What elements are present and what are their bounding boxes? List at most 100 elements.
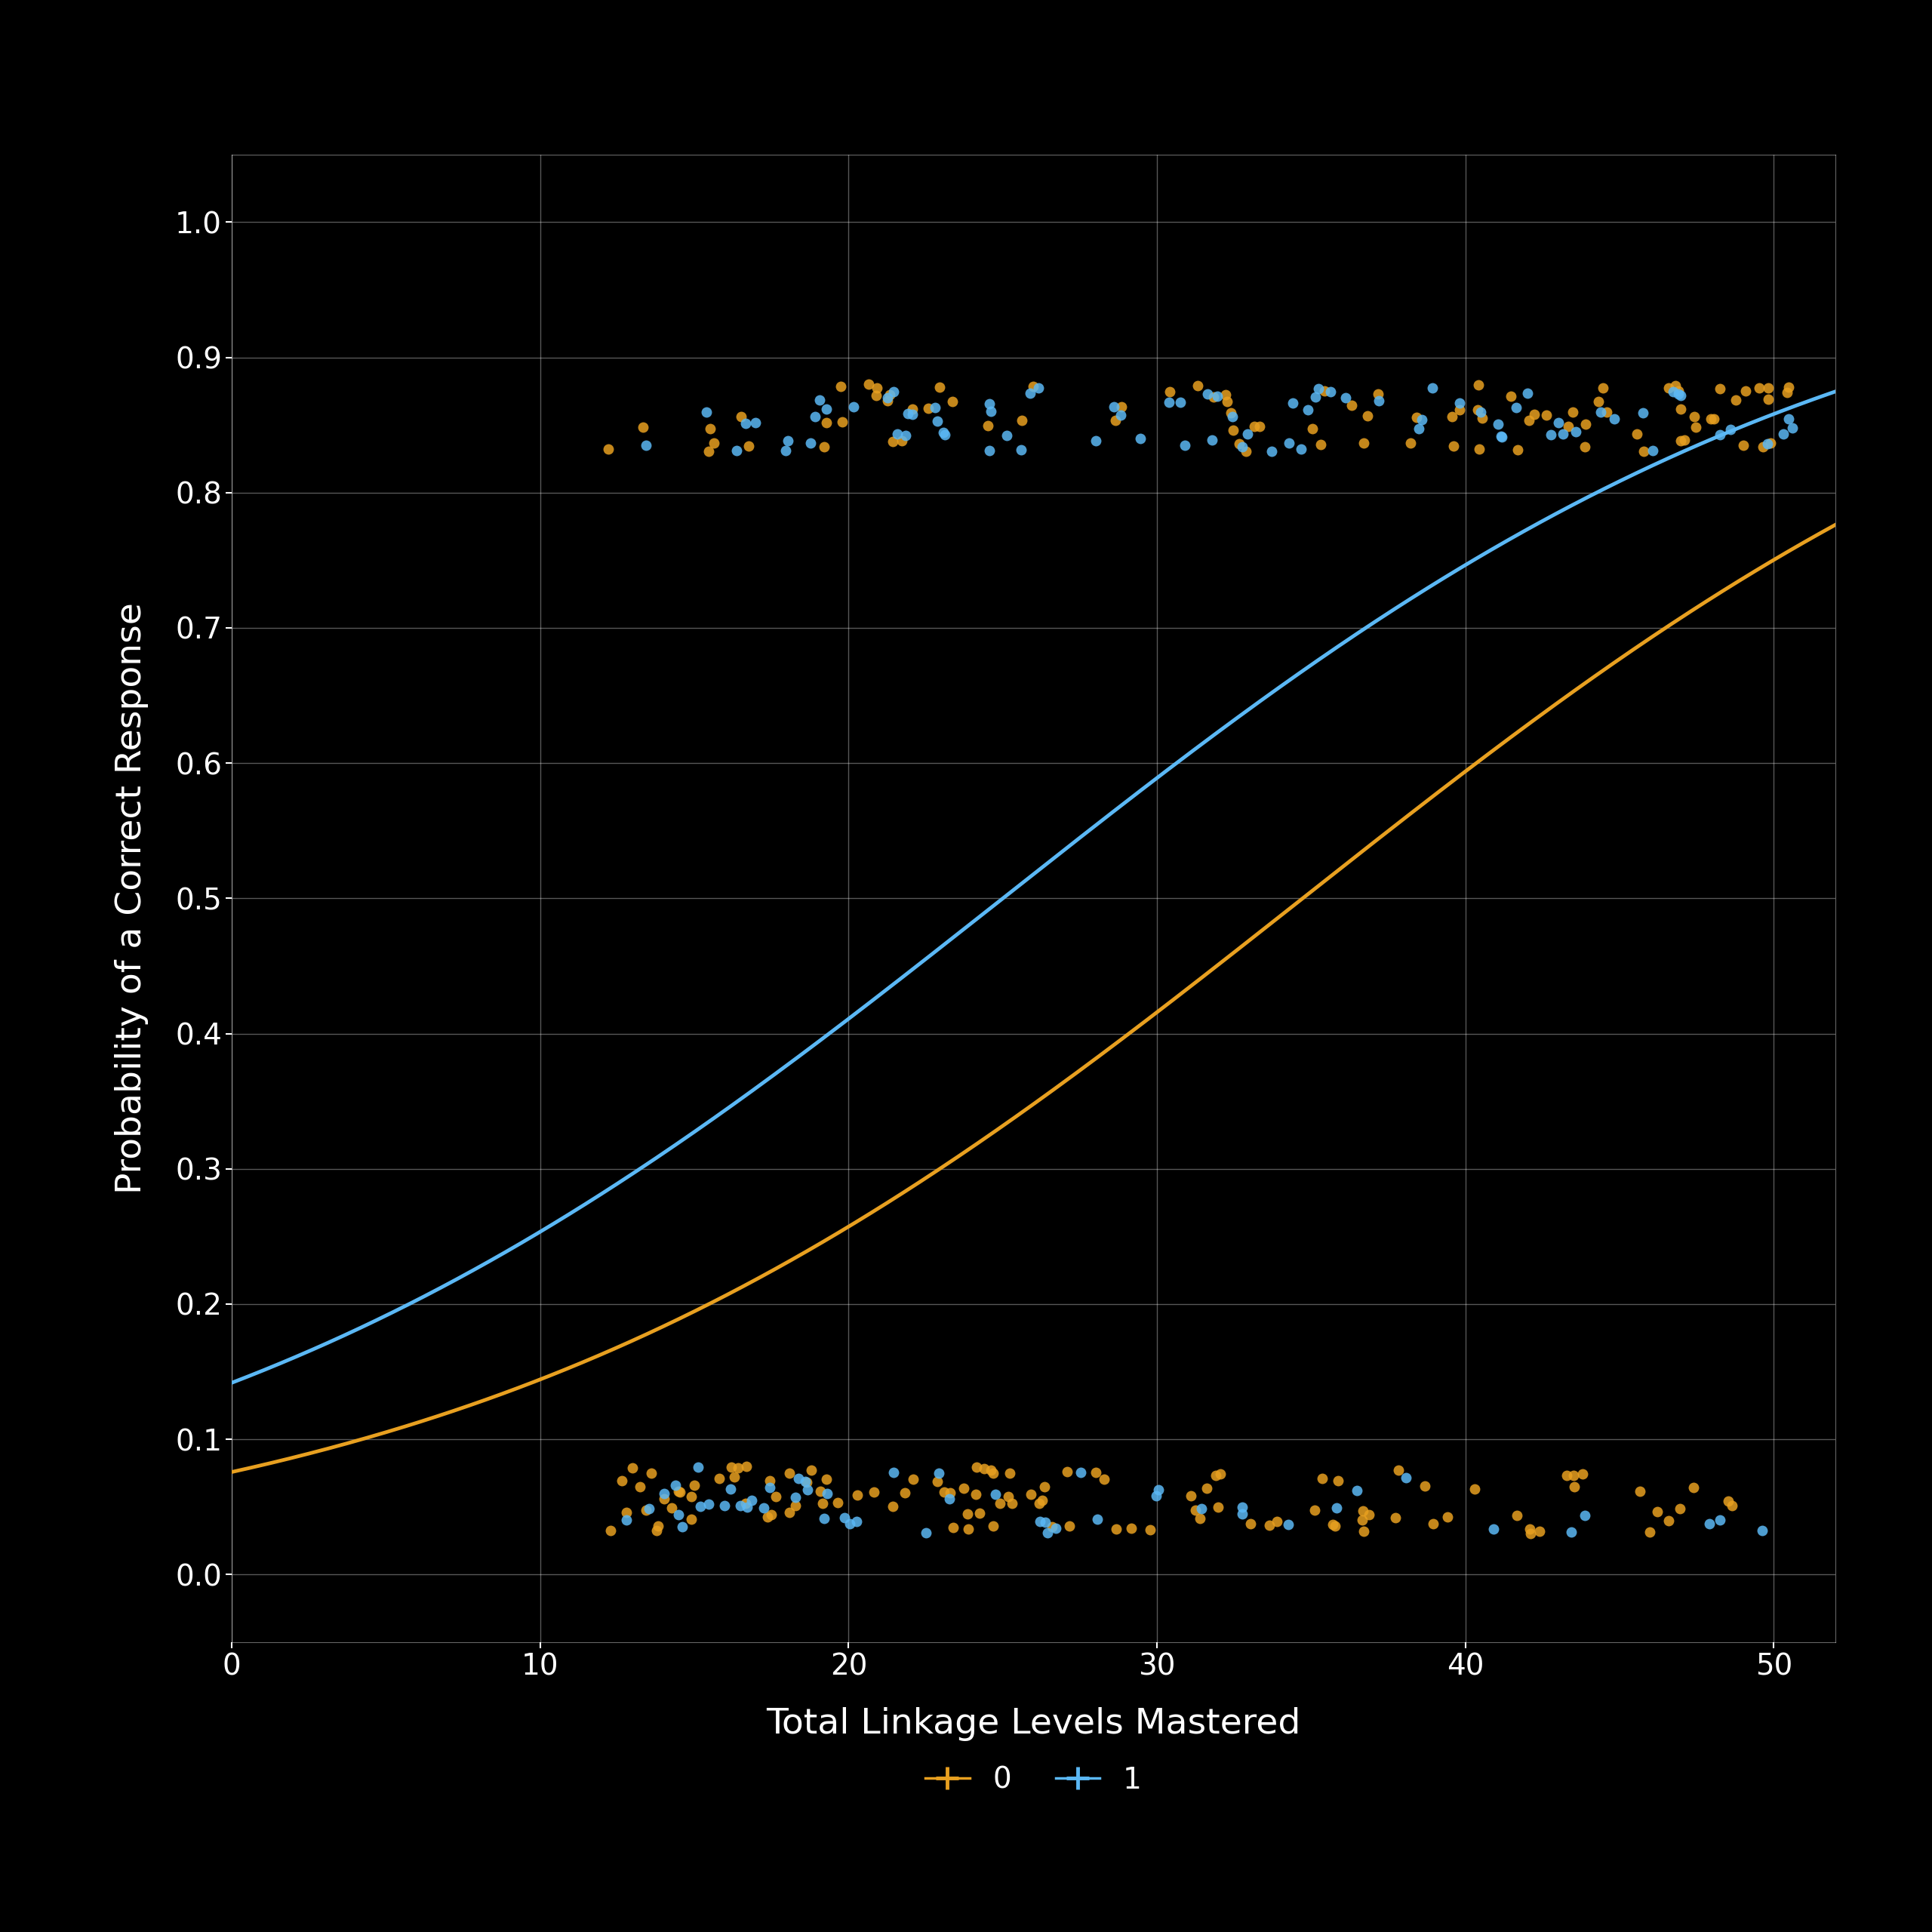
Point bbox=[1349, 1515, 1379, 1546]
Point bbox=[1124, 423, 1155, 454]
Point bbox=[775, 1459, 806, 1490]
Point bbox=[1186, 1493, 1217, 1524]
Point bbox=[1627, 398, 1658, 429]
Point bbox=[721, 435, 752, 466]
Point bbox=[730, 408, 761, 439]
Point bbox=[1097, 392, 1128, 423]
Point bbox=[790, 1466, 821, 1497]
Point bbox=[1302, 373, 1333, 404]
Point bbox=[632, 1493, 663, 1524]
Point bbox=[838, 390, 869, 421]
Point bbox=[1536, 419, 1567, 450]
Point bbox=[607, 1466, 638, 1497]
Point bbox=[974, 435, 1005, 466]
Point bbox=[1383, 1455, 1414, 1486]
Point bbox=[775, 1497, 806, 1528]
Point bbox=[1716, 1490, 1747, 1520]
Point bbox=[1198, 383, 1229, 413]
Point bbox=[1567, 1459, 1598, 1490]
Point bbox=[1320, 1511, 1350, 1542]
Point bbox=[595, 1515, 626, 1546]
Point bbox=[896, 394, 927, 425]
Point bbox=[1285, 433, 1316, 464]
Point bbox=[748, 1492, 779, 1522]
Point bbox=[1293, 394, 1323, 425]
Point bbox=[1418, 1509, 1449, 1540]
Point bbox=[1592, 396, 1623, 427]
Point bbox=[1571, 408, 1602, 439]
Point bbox=[1007, 435, 1037, 466]
Point bbox=[1018, 371, 1049, 402]
Point bbox=[1569, 431, 1600, 462]
Point bbox=[862, 373, 893, 404]
Point bbox=[1227, 431, 1258, 462]
Point bbox=[773, 425, 804, 456]
Point bbox=[1621, 417, 1652, 448]
Point bbox=[628, 412, 659, 442]
Point bbox=[792, 1466, 823, 1497]
Point bbox=[657, 1492, 688, 1522]
Point bbox=[827, 408, 858, 439]
Point bbox=[1300, 381, 1331, 412]
Point bbox=[811, 1478, 842, 1509]
Point bbox=[1501, 392, 1532, 423]
Point bbox=[723, 1453, 753, 1484]
Point bbox=[1105, 400, 1136, 431]
Point bbox=[997, 1488, 1028, 1519]
Point bbox=[927, 417, 958, 448]
Point bbox=[964, 1497, 995, 1528]
Point bbox=[1223, 429, 1254, 460]
Point bbox=[1484, 410, 1515, 440]
Point bbox=[649, 1484, 680, 1515]
Point bbox=[1238, 412, 1269, 442]
Point bbox=[649, 1478, 680, 1509]
Legend: 0, 1: 0, 1 bbox=[914, 1754, 1153, 1806]
Point bbox=[1642, 1495, 1673, 1526]
Point bbox=[736, 1486, 767, 1517]
Point bbox=[1032, 1517, 1063, 1548]
Point bbox=[1772, 377, 1803, 408]
Point bbox=[889, 1478, 920, 1509]
Point bbox=[995, 1459, 1026, 1490]
Point bbox=[1745, 373, 1776, 404]
Point bbox=[682, 1453, 713, 1484]
Point bbox=[1513, 377, 1544, 408]
Point bbox=[1774, 371, 1804, 402]
Point bbox=[1515, 1513, 1546, 1544]
Point bbox=[1600, 404, 1631, 435]
Point bbox=[1134, 1515, 1165, 1546]
Point bbox=[1437, 431, 1468, 462]
Point bbox=[1748, 431, 1779, 462]
Point bbox=[1362, 379, 1393, 410]
Point bbox=[734, 431, 765, 462]
Point bbox=[808, 1503, 838, 1534]
Point bbox=[1513, 406, 1544, 437]
Point bbox=[1559, 1470, 1590, 1501]
Point bbox=[661, 1470, 692, 1501]
Point bbox=[991, 419, 1022, 450]
Point bbox=[1669, 425, 1700, 456]
Point bbox=[1379, 1503, 1410, 1534]
Point bbox=[1329, 383, 1360, 413]
Point bbox=[923, 371, 954, 402]
Point bbox=[1486, 421, 1517, 452]
Point bbox=[1495, 381, 1526, 412]
Point bbox=[1559, 1461, 1590, 1492]
Point bbox=[1202, 1492, 1233, 1522]
Point bbox=[1582, 386, 1613, 417]
Point bbox=[694, 1490, 724, 1520]
Point bbox=[1403, 413, 1434, 444]
Point bbox=[1530, 400, 1561, 431]
Point bbox=[1153, 386, 1184, 417]
Point bbox=[1244, 412, 1275, 442]
Point bbox=[1273, 1509, 1304, 1540]
Point bbox=[949, 1472, 980, 1503]
Point bbox=[1306, 1463, 1337, 1493]
Point bbox=[1028, 1486, 1059, 1517]
Point bbox=[1298, 1495, 1329, 1526]
Point bbox=[1065, 1457, 1095, 1488]
Point bbox=[730, 1488, 761, 1519]
Point bbox=[1654, 1505, 1685, 1536]
Point bbox=[641, 1511, 672, 1542]
Point bbox=[922, 406, 952, 437]
